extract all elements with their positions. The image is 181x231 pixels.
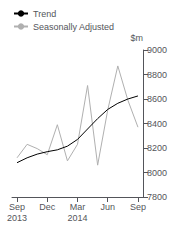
svg-text:8600: 8600 (147, 94, 167, 104)
svg-text:8000: 8000 (147, 168, 167, 178)
svg-text:8800: 8800 (147, 70, 167, 80)
svg-text:2014: 2014 (67, 213, 87, 223)
svg-text:2013: 2013 (7, 213, 27, 223)
svg-text:8400: 8400 (147, 119, 167, 129)
svg-text:$m: $m (130, 33, 143, 43)
svg-text:Dec: Dec (39, 202, 56, 212)
svg-text:Sep: Sep (9, 202, 25, 212)
svg-text:9000: 9000 (147, 45, 167, 55)
svg-text:7800: 7800 (147, 192, 167, 202)
svg-text:Trend: Trend (33, 9, 56, 19)
svg-text:Mar: Mar (70, 202, 86, 212)
svg-text:Seasonally Adjusted: Seasonally Adjusted (33, 22, 114, 32)
svg-text:Jun: Jun (100, 202, 115, 212)
svg-text:Sep: Sep (130, 202, 146, 212)
svg-text:8200: 8200 (147, 143, 167, 153)
